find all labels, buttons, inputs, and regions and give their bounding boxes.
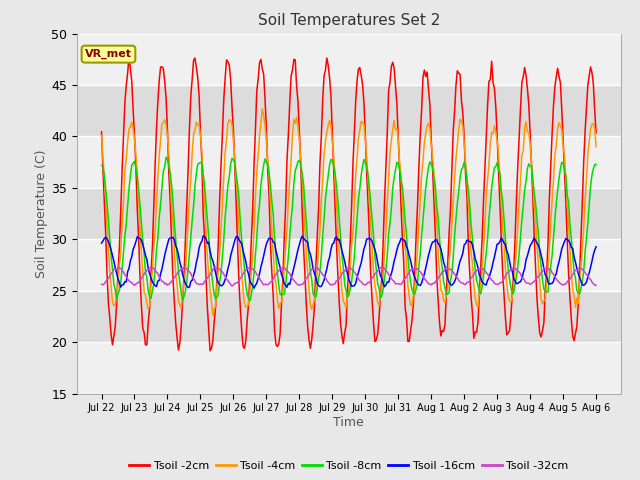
Bar [77,342,621,394]
Line: Tsoil -8cm: Tsoil -8cm [102,157,596,300]
Line: Tsoil -16cm: Tsoil -16cm [102,236,596,288]
Text: VR_met: VR_met [85,49,132,59]
Title: Soil Temperatures Set 2: Soil Temperatures Set 2 [258,13,440,28]
Y-axis label: Soil Temperature (C): Soil Temperature (C) [35,149,48,278]
X-axis label: Time: Time [333,416,364,429]
Line: Tsoil -32cm: Tsoil -32cm [102,267,596,286]
Bar [77,85,621,136]
Line: Tsoil -4cm: Tsoil -4cm [102,109,596,315]
Legend: Tsoil -2cm, Tsoil -4cm, Tsoil -8cm, Tsoil -16cm, Tsoil -32cm: Tsoil -2cm, Tsoil -4cm, Tsoil -8cm, Tsoi… [125,457,573,476]
Bar [77,34,621,85]
Bar [77,291,621,342]
Bar [77,136,621,188]
Line: Tsoil -2cm: Tsoil -2cm [102,57,596,351]
Bar [77,240,621,291]
Bar [77,188,621,240]
